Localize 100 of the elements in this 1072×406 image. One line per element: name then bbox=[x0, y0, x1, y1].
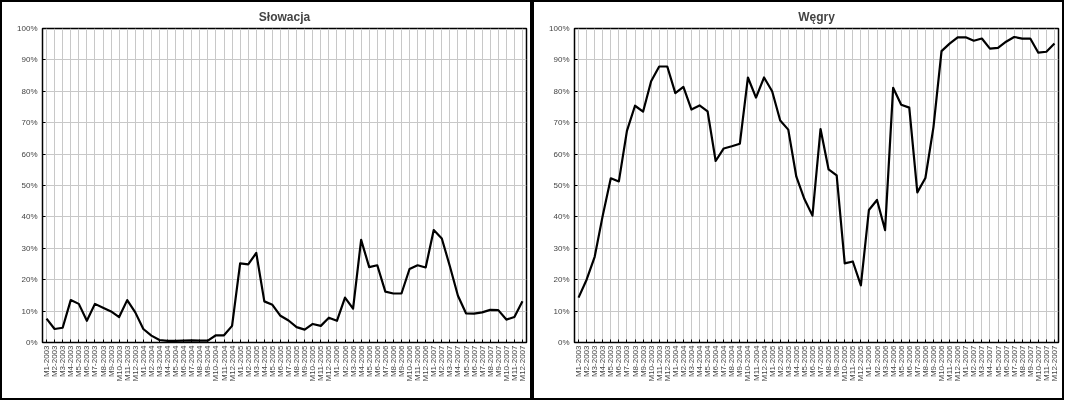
x-tick-label: M5-2004 bbox=[703, 344, 713, 378]
y-tick-label: 60% bbox=[553, 149, 570, 159]
x-tick-label: M7-2005 bbox=[284, 344, 294, 378]
y-tick-label: 90% bbox=[21, 55, 38, 65]
x-tick-label: M2-2006 bbox=[872, 344, 882, 378]
x-tick-label: M8-2006 bbox=[920, 344, 930, 378]
x-tick-label: M1-2004 bbox=[138, 344, 148, 378]
y-tick-label: 20% bbox=[21, 275, 38, 285]
x-tick-label: M2-2004 bbox=[678, 344, 688, 378]
x-tick-label: M4-2004 bbox=[163, 344, 173, 378]
y-tick-label: 50% bbox=[553, 181, 570, 190]
x-tick-label: M7-2004 bbox=[719, 344, 729, 378]
chart-title: Węgry bbox=[798, 9, 836, 24]
x-tick-label: M6-2003 bbox=[614, 344, 624, 378]
x-tick-label: M9-2007 bbox=[1025, 344, 1035, 378]
y-tick-label: 10% bbox=[21, 306, 38, 316]
y-tick-label: 50% bbox=[21, 181, 38, 190]
y-tick-label: 30% bbox=[553, 243, 570, 253]
x-tick-label: M12-2004 bbox=[759, 344, 769, 382]
y-tick-label: 40% bbox=[553, 212, 570, 222]
x-tick-label: M9-2006 bbox=[928, 344, 938, 378]
y-tick-label: 20% bbox=[553, 275, 570, 285]
x-tick-label: M7-2006 bbox=[380, 344, 390, 378]
x-tick-label: M10-2006 bbox=[405, 344, 415, 382]
x-tick-label: M9-2007 bbox=[493, 344, 503, 378]
x-tick-label: M3-2007 bbox=[445, 344, 455, 378]
x-tick-label: M2-2003 bbox=[50, 344, 60, 378]
x-tick-label: M3-2003 bbox=[58, 344, 68, 378]
x-tick-label: M8-2007 bbox=[485, 344, 495, 378]
x-tick-label: M10-2004 bbox=[743, 344, 753, 382]
x-tick-label: M8-2007 bbox=[1017, 344, 1027, 378]
x-tick-label: M11-2007 bbox=[1041, 344, 1051, 381]
x-tick-label: M5-2003 bbox=[606, 344, 616, 378]
x-tick-label: M1-2003 bbox=[42, 344, 52, 378]
x-tick-label: M10-2003 bbox=[114, 344, 124, 382]
x-tick-label: M12-2005 bbox=[324, 344, 334, 382]
x-tick-label: M11-2005 bbox=[848, 344, 858, 381]
x-tick-label: M3-2005 bbox=[251, 344, 261, 378]
y-tick-label: 10% bbox=[553, 306, 570, 316]
x-tick-label: M6-2003 bbox=[82, 344, 92, 378]
x-tick-label: M4-2004 bbox=[695, 344, 705, 378]
x-tick-label: M11-2003 bbox=[654, 344, 664, 381]
x-tick-label: M11-2006 bbox=[945, 344, 955, 381]
x-tick-label: M12-2006 bbox=[953, 344, 963, 382]
y-tick-label: 100% bbox=[17, 24, 38, 33]
y-tick-label: 70% bbox=[21, 118, 38, 128]
y-tick-label: 40% bbox=[21, 212, 38, 222]
x-tick-label: M5-2006 bbox=[364, 344, 374, 378]
y-tick-label: 70% bbox=[553, 118, 570, 128]
x-tick-label: M1-2006 bbox=[332, 344, 342, 378]
x-tick-label: M3-2004 bbox=[154, 344, 164, 378]
x-tick-label: M8-2006 bbox=[388, 344, 398, 378]
x-tick-label: M10-2007 bbox=[1033, 344, 1043, 382]
x-tick-label: M2-2005 bbox=[775, 344, 785, 378]
x-tick-label: M9-2003 bbox=[106, 344, 116, 378]
x-tick-label: M3-2005 bbox=[783, 344, 793, 378]
x-tick-label: M10-2007 bbox=[501, 344, 511, 382]
x-tick-label: M2-2007 bbox=[437, 344, 447, 378]
x-tick-label: M7-2003 bbox=[622, 344, 632, 378]
x-tick-label: M11-2005 bbox=[316, 344, 326, 381]
x-tick-label: M12-2003 bbox=[130, 344, 140, 382]
x-tick-label: M5-2005 bbox=[799, 344, 809, 378]
x-tick-label: M5-2003 bbox=[74, 344, 84, 378]
x-tick-label: M3-2006 bbox=[880, 344, 890, 378]
x-tick-label: M5-2007 bbox=[993, 344, 1003, 378]
x-tick-label: M7-2007 bbox=[1009, 344, 1019, 378]
x-tick-label: M3-2003 bbox=[590, 344, 600, 378]
x-tick-label: M8-2004 bbox=[727, 344, 737, 378]
x-tick-label: M12-2005 bbox=[856, 344, 866, 382]
x-tick-label: M6-2006 bbox=[372, 344, 382, 378]
x-tick-label: M12-2007 bbox=[517, 344, 527, 382]
x-tick-label: M8-2003 bbox=[630, 344, 640, 378]
x-tick-label: M10-2004 bbox=[211, 344, 221, 382]
x-tick-label: M7-2005 bbox=[816, 344, 826, 378]
x-tick-label: M1-2007 bbox=[429, 344, 439, 378]
x-tick-label: M7-2007 bbox=[477, 344, 487, 378]
x-tick-label: M2-2003 bbox=[582, 344, 592, 378]
x-tick-label: M6-2007 bbox=[469, 344, 479, 378]
x-tick-label: M4-2006 bbox=[356, 344, 366, 378]
y-tick-label: 80% bbox=[21, 86, 38, 96]
x-tick-label: M5-2005 bbox=[267, 344, 277, 378]
x-tick-label: M12-2007 bbox=[1049, 344, 1059, 382]
x-tick-label: M1-2005 bbox=[235, 344, 245, 378]
x-tick-label: M11-2006 bbox=[413, 344, 423, 381]
x-tick-label: M1-2003 bbox=[574, 344, 584, 378]
x-tick-label: M5-2007 bbox=[461, 344, 471, 378]
x-tick-label: M10-2005 bbox=[840, 344, 850, 382]
y-tick-label: 80% bbox=[553, 86, 570, 96]
x-tick-label: M11-2004 bbox=[219, 344, 229, 381]
x-tick-label: M4-2005 bbox=[259, 344, 269, 378]
x-tick-label: M2-2007 bbox=[969, 344, 979, 378]
y-tick-label: 30% bbox=[21, 243, 38, 253]
x-tick-label: M4-2003 bbox=[66, 344, 76, 378]
x-tick-label: M4-2003 bbox=[598, 344, 608, 378]
y-tick-label: 0% bbox=[557, 338, 570, 347]
x-tick-label: M4-2006 bbox=[888, 344, 898, 378]
x-tick-label: M1-2005 bbox=[767, 344, 777, 378]
x-tick-label: M5-2006 bbox=[896, 344, 906, 378]
y-tick-label: 100% bbox=[549, 24, 570, 33]
y-tick-label: 60% bbox=[21, 149, 38, 159]
